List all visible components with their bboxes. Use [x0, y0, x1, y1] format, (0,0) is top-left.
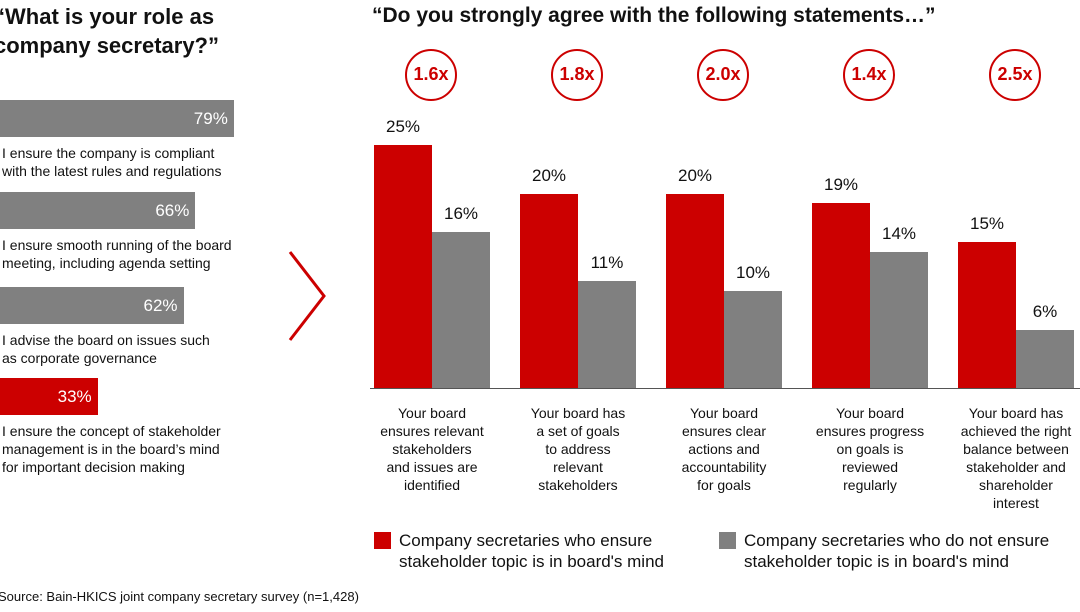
- left-title-line: “What is your role as: [0, 4, 215, 29]
- bar-value-label: 16%: [443, 204, 479, 224]
- role-label-line: I advise the board on issues such: [2, 332, 210, 348]
- bar-value-label: 19%: [823, 175, 859, 195]
- category-label-line: stakeholders: [538, 477, 618, 493]
- legend-label-not-ensure: Company secretaries who do not ensure st…: [744, 530, 1049, 572]
- bar-value-label: 20%: [531, 165, 567, 185]
- category-label-line: relevant: [553, 459, 603, 475]
- role-bar: 33%: [0, 378, 98, 415]
- role-label: I advise the board on issues such as corp…: [2, 331, 210, 367]
- multiplier-badge: 2.0x: [697, 49, 749, 101]
- category-label-line: identified: [403, 477, 461, 493]
- bar-not-ensure: [578, 281, 636, 388]
- bar-value-label: 14%: [881, 223, 917, 243]
- role-label: I ensure the company is compliant with th…: [2, 144, 221, 180]
- role-label-line: for important decision making: [2, 459, 185, 475]
- bar-not-ensure: [870, 251, 928, 388]
- legend-swatch-gray: [719, 532, 736, 549]
- category-label-line: ensures clear: [681, 423, 767, 439]
- category-label: Your board has a set of goals to address re…: [508, 404, 648, 494]
- bar-ensure: [666, 193, 724, 388]
- left-title-line: company secretary?”: [0, 33, 219, 58]
- category-label-line: Your board has: [968, 405, 1064, 421]
- category-label-line: balance between: [963, 441, 1069, 457]
- role-bar: 62%: [0, 287, 184, 324]
- category-label-line: Your board: [836, 405, 904, 421]
- bar-value-label: 10%: [735, 262, 771, 282]
- bar-ensure: [812, 203, 870, 388]
- role-bar: 79%: [0, 100, 234, 137]
- category-label-line: accountability: [681, 459, 767, 475]
- category-label-line: shareholder: [979, 477, 1053, 493]
- category-label-line: a set of goals: [536, 423, 620, 439]
- legend-line: Company secretaries who do not ensure: [744, 531, 1050, 550]
- category-label-line: regularly: [843, 477, 897, 493]
- bar-not-ensure: [432, 232, 490, 388]
- bar-ensure: [958, 242, 1016, 388]
- category-label-line: ensures relevant: [380, 423, 484, 439]
- bar-value-label: 6%: [1032, 301, 1058, 321]
- chart-title: “Do you strongly agree with the followin…: [372, 4, 936, 27]
- category-label-line: and issues are: [386, 459, 478, 475]
- bar-not-ensure: [724, 290, 782, 388]
- legend-line: Company secretaries who ensure: [399, 531, 653, 550]
- multiplier-badge: 2.5x: [989, 49, 1041, 101]
- category-label-line: Your board: [690, 405, 758, 421]
- category-label-line: stakeholders: [392, 441, 472, 457]
- category-label-line: to address: [545, 441, 611, 457]
- legend-label-ensure: Company secretaries who ensure stakehold…: [399, 530, 664, 572]
- bar-value-label: 25%: [385, 117, 421, 136]
- category-label: Your board ensures progress on goals is rev…: [800, 404, 940, 494]
- category-label-line: Your board: [398, 405, 466, 421]
- bar-ensure: [520, 193, 578, 388]
- left-panel-title: “What is your role as company secretary?…: [0, 2, 219, 60]
- category-label: Your board ensures clear actions and accoun…: [654, 404, 794, 494]
- bar-value-label: 15%: [969, 214, 1005, 234]
- category-label-line: on goals is: [836, 441, 904, 457]
- category-label-line: actions and: [688, 441, 760, 457]
- source-note: Source: Bain-HKICS joint company secreta…: [0, 589, 359, 604]
- role-label-line: I ensure the company is compliant: [2, 145, 215, 161]
- x-axis-line: [370, 388, 1080, 389]
- legend-line: stakeholder topic is in board's mind: [399, 552, 664, 571]
- multiplier-badge: 1.4x: [843, 49, 895, 101]
- role-label: I ensure the concept of stakeholder manag…: [2, 422, 221, 476]
- bar-ensure: [374, 145, 432, 388]
- role-label-line: meeting, including agenda setting: [2, 255, 211, 271]
- category-label-line: reviewed: [841, 459, 899, 475]
- category-label-line: interest: [993, 495, 1039, 511]
- category-label-line: ensures progress: [815, 423, 925, 439]
- role-label-line: I ensure the concept of stakeholder: [2, 423, 221, 439]
- bar-value-label: 20%: [677, 165, 713, 185]
- category-label-line: stakeholder and: [966, 459, 1066, 475]
- chevron-right-icon: [288, 251, 326, 341]
- role-label: I ensure smooth running of the board meet…: [2, 236, 232, 272]
- legend-line: stakeholder topic is in board's mind: [744, 552, 1009, 571]
- role-label-line: I ensure smooth running of the board: [2, 237, 232, 253]
- role-label-line: management is in the board’s mind: [2, 441, 220, 457]
- bar-value-label: 11%: [590, 253, 624, 273]
- multiplier-badge: 1.8x: [551, 49, 603, 101]
- role-label-line: with the latest rules and regulations: [2, 163, 222, 179]
- legend-swatch-red: [374, 532, 391, 549]
- category-label: Your board ensures relevant stakeholders an…: [362, 404, 502, 494]
- multiplier-badge: 1.6x: [405, 49, 457, 101]
- category-label-line: Your board has: [530, 405, 626, 421]
- category-label-line: achieved the right: [960, 423, 1072, 439]
- category-label-line: for goals: [697, 477, 751, 493]
- role-bar: 66%: [0, 192, 196, 229]
- category-label: Your board has achieved the right balance …: [946, 404, 1080, 512]
- bar-not-ensure: [1016, 329, 1074, 388]
- role-label-line: as corporate governance: [2, 350, 157, 366]
